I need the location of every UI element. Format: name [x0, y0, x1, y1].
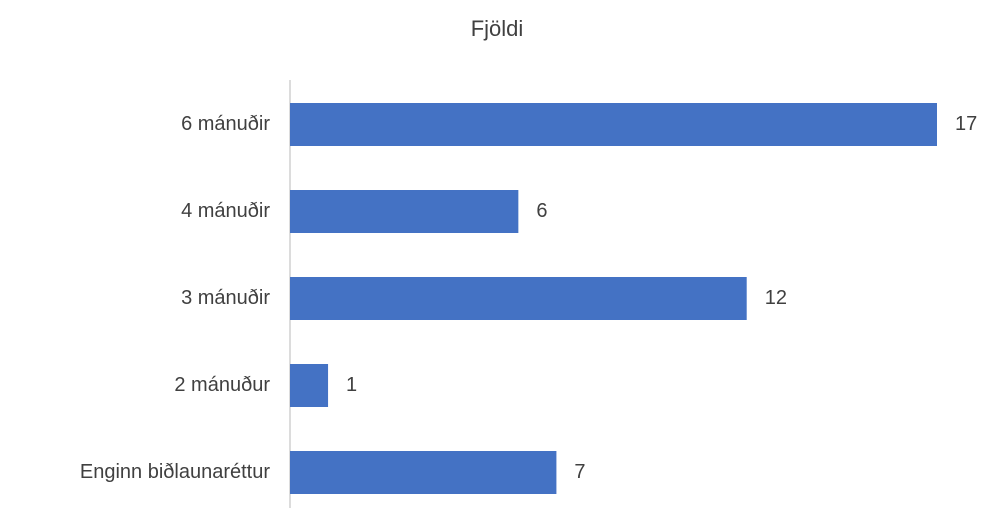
bar: [290, 451, 557, 494]
data-label: 6: [536, 200, 547, 222]
bar: [290, 190, 519, 233]
data-label: 12: [765, 287, 787, 309]
y-tick-label: Enginn biðlaunaréttur: [80, 461, 270, 483]
y-tick-label: 3 mánuðir: [181, 287, 270, 309]
chart-title: Fjöldi: [471, 16, 524, 41]
y-tick-label: 6 mánuðir: [181, 113, 270, 135]
bar: [290, 103, 937, 146]
data-label: 1: [346, 374, 357, 396]
bar: [290, 277, 747, 320]
data-label: 7: [574, 461, 585, 483]
y-tick-label: 4 mánuðir: [181, 200, 270, 222]
data-label: 17: [955, 113, 977, 135]
y-tick-label: 2 mánuður: [174, 374, 270, 396]
bar: [290, 364, 329, 407]
